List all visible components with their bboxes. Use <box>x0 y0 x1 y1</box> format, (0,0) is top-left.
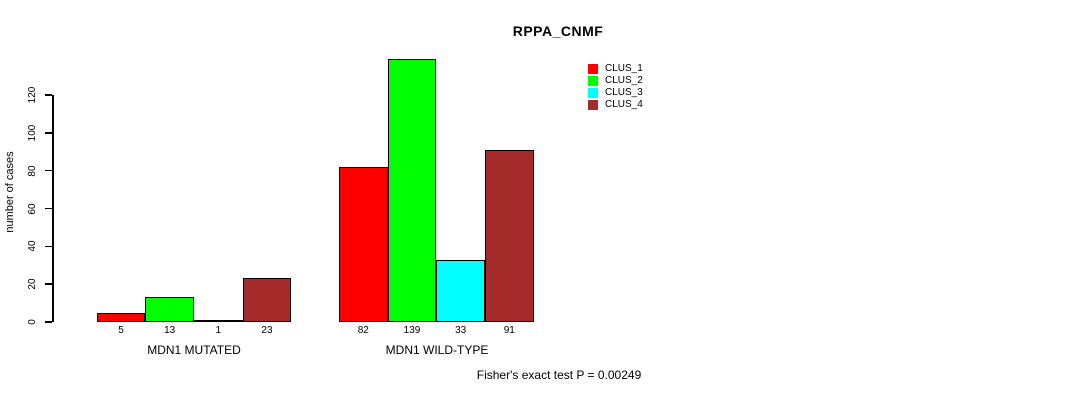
bar-value-mdn1-wild-type-clus-2: 139 <box>403 325 421 336</box>
y-tick-label-80: 80 <box>27 165 38 177</box>
bar-mdn1-mutated-clus-2 <box>145 297 194 322</box>
legend-label-clus-2: CLUS_2 <box>605 75 643 86</box>
y-axis-line <box>52 95 54 322</box>
y-tick-20 <box>45 283 52 285</box>
legend-item-clus-4: CLUS_4 <box>588 99 643 111</box>
group-label-mdn1-mutated: MDN1 MUTATED <box>147 343 241 357</box>
bar-value-mdn1-mutated-clus-4: 23 <box>261 325 273 336</box>
legend-label-clus-1: CLUS_1 <box>605 63 643 74</box>
y-tick-60 <box>45 207 52 210</box>
y-tick-label-120: 120 <box>27 86 38 104</box>
chart-title: RPPA_CNMF <box>512 23 604 39</box>
y-tick-80 <box>45 169 52 172</box>
legend: CLUS_1 CLUS_2 CLUS_3 CLUS_4 <box>588 63 643 111</box>
bar-value-mdn1-mutated-clus-1: 5 <box>118 325 124 336</box>
group-label-mdn1-wild-type: MDN1 WILD-TYPE <box>385 343 489 357</box>
bar-mdn1-mutated-clus-3 <box>194 320 243 323</box>
bar-mdn1-mutated-clus-4 <box>242 278 292 322</box>
y-tick-120 <box>45 94 52 96</box>
bar-mdn1-mutated-clus-1 <box>96 312 146 322</box>
y-tick-label-20: 20 <box>27 278 38 290</box>
bar-mdn1-wild-type-clus-3 <box>436 259 485 322</box>
legend-swatch-clus-1 <box>588 64 598 74</box>
y-tick-label-60: 60 <box>27 202 38 215</box>
legend-label-clus-3: CLUS_3 <box>605 87 643 98</box>
y-axis-label: number of cases <box>4 151 16 233</box>
legend-label-clus-4: CLUS_4 <box>605 99 643 110</box>
legend-swatch-clus-4 <box>588 100 598 110</box>
y-tick-100 <box>45 132 52 134</box>
fisher-exact-test-text: Fisher's exact test P = 0.00249 <box>476 368 642 382</box>
legend-swatch-clus-3 <box>588 88 598 98</box>
bar-value-mdn1-mutated-clus-3: 1 <box>215 325 222 336</box>
legend-item-clus-3: CLUS_3 <box>588 87 643 99</box>
bar-value-mdn1-wild-type-clus-4: 91 <box>503 325 515 336</box>
legend-item-clus-1: CLUS_1 <box>588 63 643 75</box>
y-tick-0 <box>45 321 52 323</box>
bar-mdn1-wild-type-clus-1 <box>339 166 388 322</box>
legend-item-clus-2: CLUS_2 <box>588 75 643 87</box>
bar-value-mdn1-wild-type-clus-3: 33 <box>455 325 467 336</box>
bar-mdn1-wild-type-clus-4 <box>484 149 534 322</box>
legend-swatch-clus-2 <box>588 76 598 86</box>
y-tick-label-0: 0 <box>27 319 38 325</box>
y-tick-label-100: 100 <box>27 124 38 142</box>
bar-value-mdn1-wild-type-clus-1: 82 <box>357 325 369 336</box>
bar-mdn1-wild-type-clus-2 <box>387 59 437 322</box>
y-tick-label-40: 40 <box>27 240 38 252</box>
y-tick-40 <box>45 245 52 248</box>
bar-value-mdn1-mutated-clus-2: 13 <box>164 325 176 336</box>
